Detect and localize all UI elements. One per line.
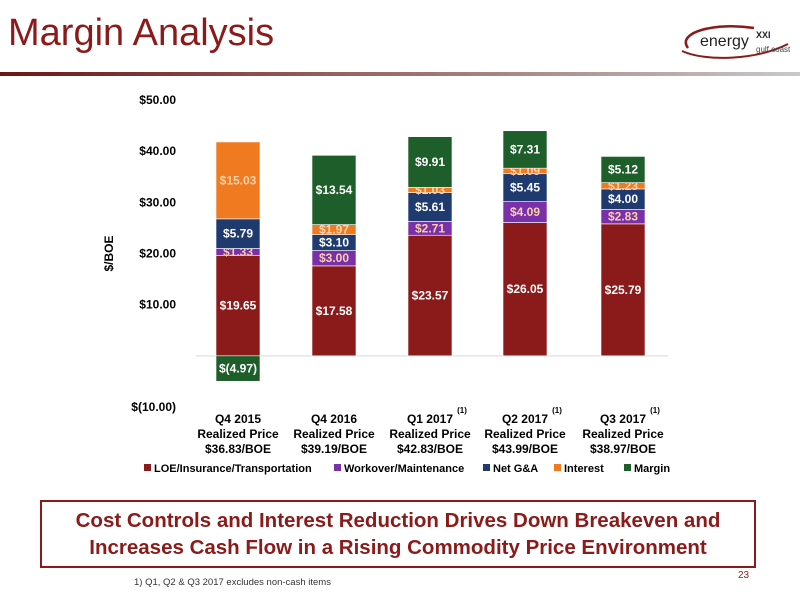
x-tick-label: $38.97/BOE xyxy=(590,442,656,456)
data-label: $7.31 xyxy=(510,142,540,156)
x-tick-label: Q3 2017 xyxy=(600,412,646,426)
bar-segment-loe-insurance-transportation xyxy=(600,223,646,357)
legend-swatch-loe-insurance-transportation xyxy=(144,464,151,471)
x-tick-label: $43.99/BOE xyxy=(492,442,558,456)
bar-segment-loe-insurance-transportation xyxy=(407,234,453,357)
callout-line-1: Cost Controls and Interest Reduction Dri… xyxy=(75,509,721,532)
bar-segment-loe-insurance-transportation xyxy=(215,254,261,357)
bar-segment-margin xyxy=(407,136,453,188)
x-tick-label: $36.83/BOE xyxy=(205,442,271,456)
y-tick-label: $20.00 xyxy=(139,247,176,261)
y-tick-label: $10.00 xyxy=(139,298,176,312)
company-logo: energy XXI gulf coast xyxy=(681,24,791,59)
data-label: $23.57 xyxy=(412,289,449,303)
bar-segment-net-g-a xyxy=(215,218,261,249)
x-tick-label: Q4 2015 xyxy=(215,412,261,426)
header-rule xyxy=(0,72,800,76)
data-label: $5.45 xyxy=(510,181,540,195)
callout-line-2: Increases Cash Flow in a Rising Commodit… xyxy=(89,536,707,559)
x-tick-label: $42.83/BOE xyxy=(397,442,463,456)
bar-segment-margin xyxy=(502,130,548,169)
x-tick-label: $39.19/BOE xyxy=(301,442,367,456)
data-label: $2.71 xyxy=(415,221,445,235)
data-label: $1.97 xyxy=(319,223,349,237)
bar-segment-margin xyxy=(215,355,261,382)
legend-label: Margin xyxy=(634,463,670,475)
data-label: $26.05 xyxy=(507,282,544,296)
data-label: $17.58 xyxy=(316,304,353,318)
callout-box: Cost Controls and Interest Reduction Dri… xyxy=(40,500,756,568)
x-tick-label: Realized Price xyxy=(389,427,471,441)
data-label: $19.65 xyxy=(220,299,257,313)
page-title: Margin Analysis xyxy=(8,12,275,54)
data-label: $13.54 xyxy=(316,183,353,197)
data-label: $5.12 xyxy=(608,163,638,177)
legend-swatch-net-g-a xyxy=(483,464,490,471)
logo-tagline: gulf coast xyxy=(756,45,791,54)
footnote-marker: (1) xyxy=(457,406,467,415)
legend-label: LOE/Insurance/Transportation xyxy=(154,463,312,475)
bar-segment-margin xyxy=(600,156,646,183)
legend-label: Workover/Maintenance xyxy=(344,463,464,475)
bar-segment-interest xyxy=(215,141,261,220)
legend-swatch-interest xyxy=(554,464,561,471)
legend-label: Net G&A xyxy=(493,463,538,475)
y-tick-label: $30.00 xyxy=(139,195,176,209)
x-tick-label: Q2 2017 xyxy=(502,412,548,426)
bar-segment-net-g-a xyxy=(502,173,548,202)
bar-segment-margin xyxy=(311,155,357,225)
legend-label: Interest xyxy=(564,463,604,475)
data-label: $3.00 xyxy=(319,251,349,265)
logo-brand: energy xyxy=(700,33,749,50)
x-tick-label: Q1 2017 xyxy=(407,412,453,426)
legend-swatch-workover-maintenance xyxy=(334,464,341,471)
page-number: 23 xyxy=(738,570,750,581)
bar-segment-loe-insurance-transportation xyxy=(502,222,548,357)
data-label: $9.91 xyxy=(415,155,445,169)
bar-segment-net-g-a xyxy=(407,192,453,222)
data-label: $5.61 xyxy=(415,200,445,214)
footnote-marker: (1) xyxy=(650,406,660,415)
bar-segment-loe-insurance-transportation xyxy=(311,265,357,357)
x-tick-label: Realized Price xyxy=(484,427,566,441)
legend-swatch-margin xyxy=(624,464,631,471)
data-label: $(4.97) xyxy=(219,362,257,376)
y-tick-label: $40.00 xyxy=(139,144,176,158)
margin-analysis-chart: $50.00 $40.00 $30.00 $20.00 $10.00 $(10.00) $/… xyxy=(102,93,670,475)
data-label: $25.79 xyxy=(605,283,642,297)
footnote: 1) Q1, Q2 & Q3 2017 excludes non-cash it… xyxy=(134,577,331,588)
data-label: $15.03 xyxy=(220,173,257,187)
logo-swoosh-top xyxy=(684,24,755,49)
data-label: $5.79 xyxy=(223,227,253,241)
x-tick-label: Realized Price xyxy=(197,427,279,441)
data-label: $2.83 xyxy=(608,210,638,224)
x-tick-label: Q4 2016 xyxy=(311,412,357,426)
data-label: $4.00 xyxy=(608,192,638,206)
y-axis-label: $/BOE xyxy=(102,235,116,271)
data-label: $4.09 xyxy=(510,205,540,219)
x-tick-label: Realized Price xyxy=(582,427,664,441)
footnote-marker: (1) xyxy=(552,406,562,415)
data-label: $3.10 xyxy=(319,236,349,250)
y-tick-label: $50.00 xyxy=(139,93,176,107)
y-tick-label: $(10.00) xyxy=(131,400,176,414)
logo-swoosh-bottom xyxy=(681,43,789,59)
logo-brand-suffix: XXI xyxy=(756,30,771,40)
x-tick-label: Realized Price xyxy=(293,427,375,441)
